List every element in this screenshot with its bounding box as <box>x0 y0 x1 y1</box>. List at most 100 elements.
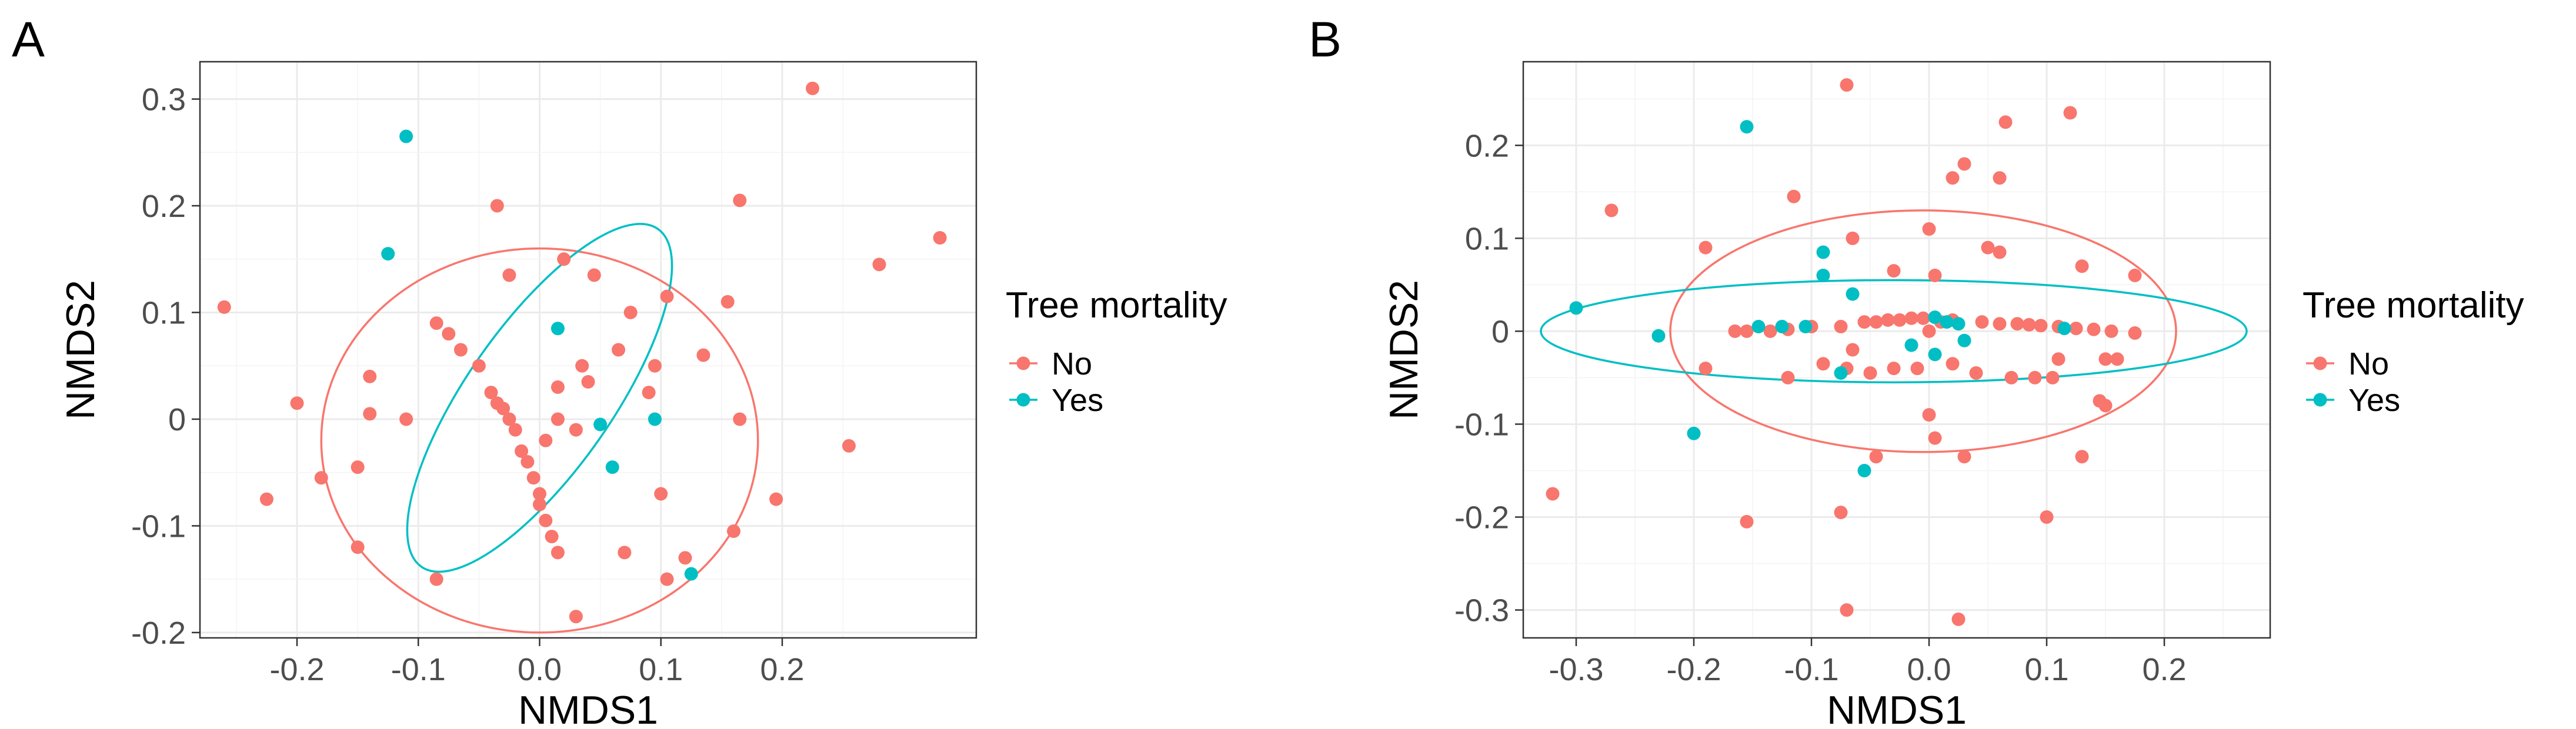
panel-a-point-no-48 <box>654 487 668 501</box>
panel-a-x-tick-label: 0.2 <box>760 652 804 687</box>
panel-b-point-yes-18 <box>1857 463 1871 477</box>
panel-b-y-axis-title: NMDS2 <box>1382 280 1426 420</box>
panel-a-point-no-39 <box>533 487 546 501</box>
panel-b-point-yes-16 <box>1928 347 1942 362</box>
panel-b-plot-frame <box>1522 61 2271 639</box>
panel-b-point-no-61 <box>1922 408 1936 422</box>
panel-b-point-no-5 <box>1946 171 1960 185</box>
panel-a-x-tick-label: -0.2 <box>269 652 324 687</box>
panel-a-y-tick-label: 0.2 <box>142 189 186 224</box>
panel-a-point-no-19 <box>648 359 662 373</box>
panel-a-legend-title: Tree mortality <box>1006 285 1227 326</box>
panel-b-point-yes-8 <box>1775 319 1789 333</box>
panel-b-point-no-26 <box>1893 313 1907 327</box>
panel-a-legend-key-point-no <box>1016 356 1030 370</box>
panel-b-point-no-46 <box>1887 362 1901 376</box>
panel-b-point-no-4 <box>1993 171 2007 185</box>
panel-b-point-no-69 <box>1840 603 1854 617</box>
panel-b-point-yes-11 <box>1940 315 1954 329</box>
panel-a-point-no-4 <box>872 258 886 272</box>
panel-a-legend-key-point-yes <box>1016 393 1030 407</box>
panel-b-point-no-34 <box>2022 317 2036 332</box>
panel-b-point-no-66 <box>1740 514 1754 529</box>
panel-b-ellipse-no <box>1669 209 2177 453</box>
panel-a-point-yes-1 <box>381 247 395 261</box>
panel-b-point-no-51 <box>2028 370 2042 384</box>
panel-a-point-no-12 <box>429 316 443 330</box>
panel-a-point-no-37 <box>520 455 535 469</box>
panel-b-legend-key-point-no <box>2313 356 2327 370</box>
panel-a-label: A <box>12 12 45 67</box>
panel-b-point-no-11 <box>1981 240 1995 255</box>
panel-b-point-no-67 <box>2040 510 2054 524</box>
panel-a-legend-label-yes: Yes <box>1052 383 1103 418</box>
panel-a-point-no-49 <box>769 492 783 506</box>
panel-b-point-no-65 <box>1834 506 1848 520</box>
panel-b-point-no-37 <box>2069 322 2083 336</box>
panel-a-point-no-31 <box>290 396 304 410</box>
panel-b-point-yes-15 <box>1904 338 1918 352</box>
panel-b-point-yes-17 <box>1834 366 1848 380</box>
panel-a-grid <box>200 62 976 638</box>
panel-b-x-tick-label: 0.2 <box>2142 652 2186 687</box>
panel-b-point-yes-6 <box>1846 287 1860 301</box>
panel-b-legend-label-yes: Yes <box>2348 383 2400 418</box>
panel-b: B -0.3 -0.2 -0.1 0.0 0.1 0.2 -0.3 -0.2 -0.1 0 0.1 0… <box>1309 12 2524 729</box>
panel-a-point-no-35 <box>508 423 522 437</box>
panel-b-point-yes-2 <box>1651 329 1666 343</box>
panel-b-point-no-19 <box>1763 324 1777 338</box>
panel-b-y-tick-label: -0.3 <box>1454 593 1509 628</box>
panel-a-point-no-29 <box>496 402 510 416</box>
panel-a-point-no-16 <box>696 348 710 362</box>
panel-a-point-yes-2 <box>550 322 565 336</box>
panel-b-x-tick-label: 0.1 <box>2024 652 2068 687</box>
panel-b-legend-title: Tree mortality <box>2303 285 2524 326</box>
panel-a-point-no-6 <box>587 268 601 282</box>
panel-b-ticks: -0.3 -0.2 -0.1 0.0 0.1 0.2 -0.3 -0.2 -0.1 0 0.1 0.2 <box>1454 128 2187 687</box>
panel-b-point-no-38 <box>2087 322 2101 336</box>
panel-b-point-no-15 <box>1887 264 1901 278</box>
panel-a-point-no-50 <box>727 524 740 539</box>
panel-a-y-tick-label: -0.1 <box>131 509 186 544</box>
panel-b-x-tick-label: 0.0 <box>1907 652 1951 687</box>
panel-a-point-no-2 <box>733 193 747 208</box>
panel-a-point-no-34 <box>399 412 413 426</box>
panel-b-x-tick-label: -0.1 <box>1784 652 1838 687</box>
panel-b-point-yes-4 <box>1816 245 1830 259</box>
panel-b-x-tick-label: -0.2 <box>1666 652 1721 687</box>
panel-b-point-no-18 <box>1740 324 1754 338</box>
panel-a-x-tick-label: -0.1 <box>391 652 446 687</box>
panel-b-point-yes-12 <box>1951 317 1966 331</box>
panel-a-plot-frame <box>199 61 977 639</box>
panel-a-point-no-22 <box>484 386 498 400</box>
panel-b-point-no-40 <box>2128 326 2142 340</box>
panel-a-x-tick-label: 0.1 <box>639 652 683 687</box>
panel-b-point-no-27 <box>1904 311 1918 325</box>
panel-b-point-no-68 <box>1546 487 1560 501</box>
panel-a-point-no-42 <box>545 530 559 544</box>
panel-a-point-no-7 <box>502 268 516 282</box>
panel-b-point-no-16 <box>1928 269 1942 283</box>
panel-b-point-no-54 <box>1699 362 1713 376</box>
panel-a-point-no-11 <box>623 305 638 319</box>
panel-a: A -0.2 -0.1 0.0 0.1 0.2 -0.2 -0.1 0 0.1 0.2 0.3 NM… <box>12 12 1227 729</box>
panel-a-point-no-54 <box>660 572 674 586</box>
panel-b-label: B <box>1309 12 1342 67</box>
panel-b-point-no-32 <box>1993 317 2007 331</box>
panel-a-point-no-36 <box>515 444 529 458</box>
panel-a-point-no-55 <box>429 572 443 586</box>
panel-b-point-no-31 <box>1975 315 1989 329</box>
panel-b-point-no-41 <box>1922 324 1936 338</box>
panel-b-ellipses <box>1540 209 2248 453</box>
panel-a-point-no-15 <box>575 359 589 373</box>
panel-b-point-yes-10 <box>1928 310 1942 325</box>
panel-a-point-no-52 <box>618 546 632 560</box>
panel-a-point-no-9 <box>720 295 735 309</box>
panel-a-point-yes-4 <box>593 417 608 432</box>
panel-a-point-no-46 <box>314 471 328 485</box>
panel-a-point-no-17 <box>453 343 468 357</box>
panel-b-point-no-9 <box>1846 231 1860 245</box>
panel-b-x-axis-title: NMDS1 <box>1827 688 1967 729</box>
panel-a-point-no-41 <box>539 513 553 527</box>
